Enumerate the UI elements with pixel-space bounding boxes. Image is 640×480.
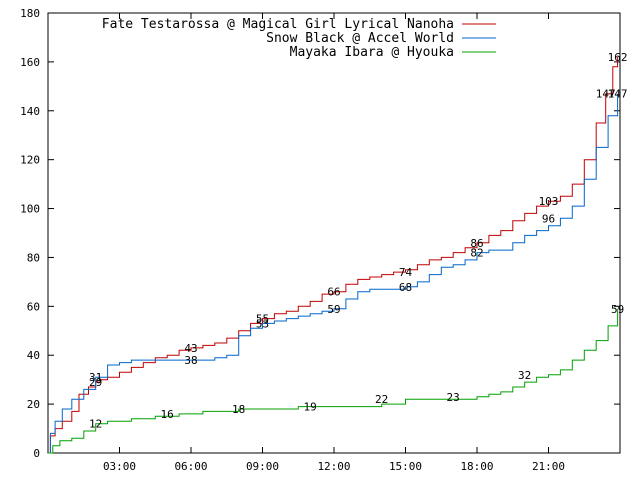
y-tick-label: 0 — [33, 447, 40, 460]
data-label: 29 — [89, 376, 102, 389]
data-label: 82 — [470, 247, 483, 260]
data-label: 103 — [539, 195, 559, 208]
data-label: 74 — [399, 266, 413, 279]
legend-label-1: Fate Testarossa @ Magical Girl Lyrical N… — [102, 17, 454, 32]
data-label: 86 — [470, 237, 483, 250]
data-label: 23 — [447, 391, 460, 404]
legend-label-2: Snow Black @ Accel World — [266, 31, 454, 46]
data-label: 16 — [161, 408, 174, 421]
y-tick-label: 40 — [27, 349, 40, 362]
data-label: 18 — [232, 403, 245, 416]
data-label: 31 — [89, 371, 102, 384]
x-tick-label: 18:00 — [460, 460, 493, 473]
y-tick-label: 120 — [20, 154, 40, 167]
data-label: 59 — [327, 303, 340, 316]
y-tick-label: 80 — [27, 251, 40, 264]
axes: 0 20 40 60 80 100 120 140 160 180 03:00 06:00 09:00 1… — [20, 7, 620, 473]
x-tick-label: 03:00 — [103, 460, 136, 473]
x-tick-label: 09:00 — [246, 460, 279, 473]
y-tick-label: 180 — [20, 7, 40, 20]
series-line-3 — [48, 308, 619, 454]
legend-label-3: Mayaka Ibara @ Hyouka — [290, 45, 454, 60]
y-tick-label: 140 — [20, 105, 40, 118]
data-label: 66 — [327, 286, 340, 299]
data-label: 32 — [518, 369, 531, 382]
y-tick-label: 20 — [27, 398, 40, 411]
x-tick-label: 21:00 — [532, 460, 565, 473]
plot-frame — [47, 12, 621, 454]
data-label: 55 — [256, 313, 269, 326]
data-label: 96 — [542, 212, 555, 225]
data-label: 19 — [304, 401, 317, 414]
data-label: 38 — [184, 354, 197, 367]
data-label: 59 — [611, 303, 624, 316]
series-line-1 — [48, 57, 619, 454]
x-tick-label: 15:00 — [389, 460, 422, 473]
data-label: 147 — [608, 88, 628, 101]
data-label: 53 — [256, 317, 269, 330]
x-tick-label: 12:00 — [317, 460, 350, 473]
data-labels: 29 43 55 66 74 86 103 147 162 31 38 53 59 68 82 96 147 12… — [89, 51, 628, 431]
x-tick-label: 06:00 — [174, 460, 207, 473]
series-line-2 — [48, 93, 619, 454]
series-layer — [48, 57, 619, 454]
y-tick-label: 60 — [27, 300, 40, 313]
data-label: 68 — [399, 281, 412, 294]
y-tick-label: 160 — [20, 56, 40, 69]
data-label: 12 — [89, 418, 102, 431]
data-label: 162 — [608, 51, 628, 64]
data-label: 43 — [184, 342, 197, 355]
data-label: 22 — [375, 393, 388, 406]
data-label: 147 — [596, 88, 616, 101]
legend: Fate Testarossa @ Magical Girl Lyrical N… — [102, 17, 496, 60]
y-tick-label: 100 — [20, 203, 40, 216]
